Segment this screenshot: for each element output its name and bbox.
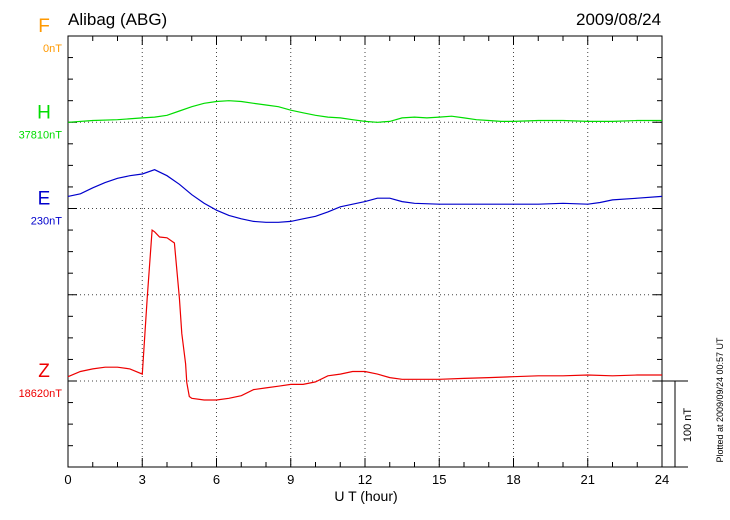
x-tick-label: 3 (139, 472, 146, 487)
x-tick-label: 0 (64, 472, 71, 487)
grid (68, 36, 662, 467)
x-tick-label: 21 (581, 472, 595, 487)
series-baseline-f: 0nT (43, 43, 62, 55)
x-tick-label: 18 (506, 472, 520, 487)
series-layer (67, 100, 663, 401)
x-tick-label: 24 (655, 472, 669, 487)
scale-bar-label: 100 nT (682, 408, 694, 443)
page-title: Alibag (ABG) (68, 10, 168, 29)
scale-bar: 100 nT (662, 380, 694, 468)
series-name-f: F (38, 16, 50, 37)
x-axis-label: U T (hour) (334, 488, 397, 504)
x-tick-label: 6 (213, 472, 220, 487)
series-line-h (67, 100, 662, 123)
series-baseline-h: 37810nT (19, 129, 63, 141)
x-tick-labels: 0 3 6 9 12 15 18 21 24 (64, 472, 669, 487)
series-baseline-e: 230nT (31, 216, 62, 228)
series-name-h: H (37, 102, 51, 123)
plotted-at-note: Plotted at 2009/09/24 00:57 UT (715, 337, 725, 463)
minor-ticks (67, 35, 663, 467)
series-name-z: Z (38, 361, 50, 382)
series-labels: F 0nT H 37810nT E 230nT Z 18620nT (19, 16, 63, 400)
series-baseline-z: 18620nT (19, 388, 63, 400)
series-line-e (67, 169, 663, 223)
x-tick-label: 15 (432, 472, 446, 487)
x-tick-label: 9 (287, 472, 294, 487)
series-line-z (67, 229, 662, 401)
series-name-e: E (38, 189, 51, 210)
x-tick-label: 12 (358, 472, 372, 487)
plot-date: 2009/08/24 (576, 10, 662, 29)
